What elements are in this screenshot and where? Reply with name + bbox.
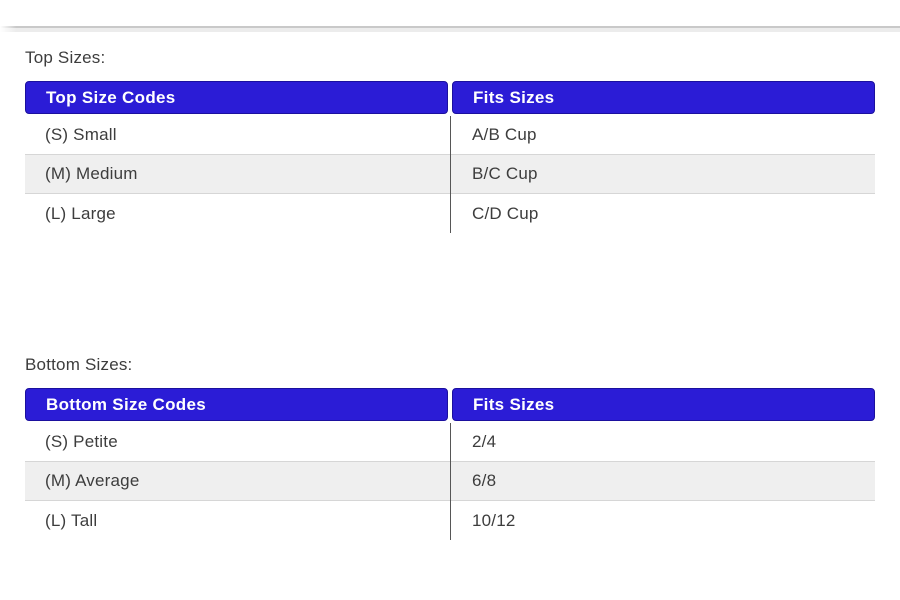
table-row: (M) Average 6/8: [25, 462, 875, 501]
column-header-fits-sizes: Fits Sizes: [452, 388, 875, 421]
top-divider: [0, 26, 900, 32]
column-header-fits-sizes: Fits Sizes: [452, 81, 875, 114]
table-header-row: Bottom Size Codes Fits Sizes: [25, 388, 875, 421]
cell-size-code: (S) Small: [45, 125, 117, 144]
bottom-sizes-table: Bottom Size Codes Fits Sizes (S) Petite …: [25, 388, 875, 540]
top-sizes-section: Top Sizes: Top Size Codes Fits Sizes (S)…: [25, 48, 875, 233]
table-row: (L) Tall 10/12: [25, 501, 875, 540]
table-row: (L) Large C/D Cup: [25, 194, 875, 233]
table-body: (S) Small A/B Cup (M) Medium B/C Cup (L)…: [25, 116, 875, 233]
table-row: (M) Medium B/C Cup: [25, 155, 875, 194]
bottom-sizes-section: Bottom Sizes: Bottom Size Codes Fits Siz…: [25, 355, 875, 540]
cell-fits-size: C/D Cup: [472, 203, 539, 223]
table-row: (S) Small A/B Cup: [25, 116, 875, 155]
table-row: (S) Petite 2/4: [25, 423, 875, 462]
column-header-bottom-size-codes: Bottom Size Codes: [25, 388, 448, 421]
section-label-bottom-sizes: Bottom Sizes:: [25, 355, 133, 374]
top-sizes-table: Top Size Codes Fits Sizes (S) Small A/B …: [25, 81, 875, 233]
column-header-top-size-codes: Top Size Codes: [25, 81, 448, 114]
table-body: (S) Petite 2/4 (M) Average 6/8 (L) Tall …: [25, 423, 875, 540]
cell-size-code: (M) Average: [45, 471, 140, 490]
cell-fits-size: B/C Cup: [472, 164, 538, 183]
cell-fits-size: A/B Cup: [472, 125, 537, 144]
cell-size-code: (L) Large: [45, 203, 116, 223]
cell-fits-size: 10/12: [472, 510, 516, 530]
table-header-row: Top Size Codes Fits Sizes: [25, 81, 875, 114]
cell-size-code: (S) Petite: [45, 432, 118, 451]
cell-fits-size: 2/4: [472, 432, 497, 451]
content-area: Top Sizes: Top Size Codes Fits Sizes (S)…: [0, 48, 900, 540]
cell-size-code: (L) Tall: [45, 510, 98, 530]
section-label-top-sizes: Top Sizes:: [25, 48, 106, 67]
cell-size-code: (M) Medium: [45, 164, 138, 183]
cell-fits-size: 6/8: [472, 471, 497, 490]
